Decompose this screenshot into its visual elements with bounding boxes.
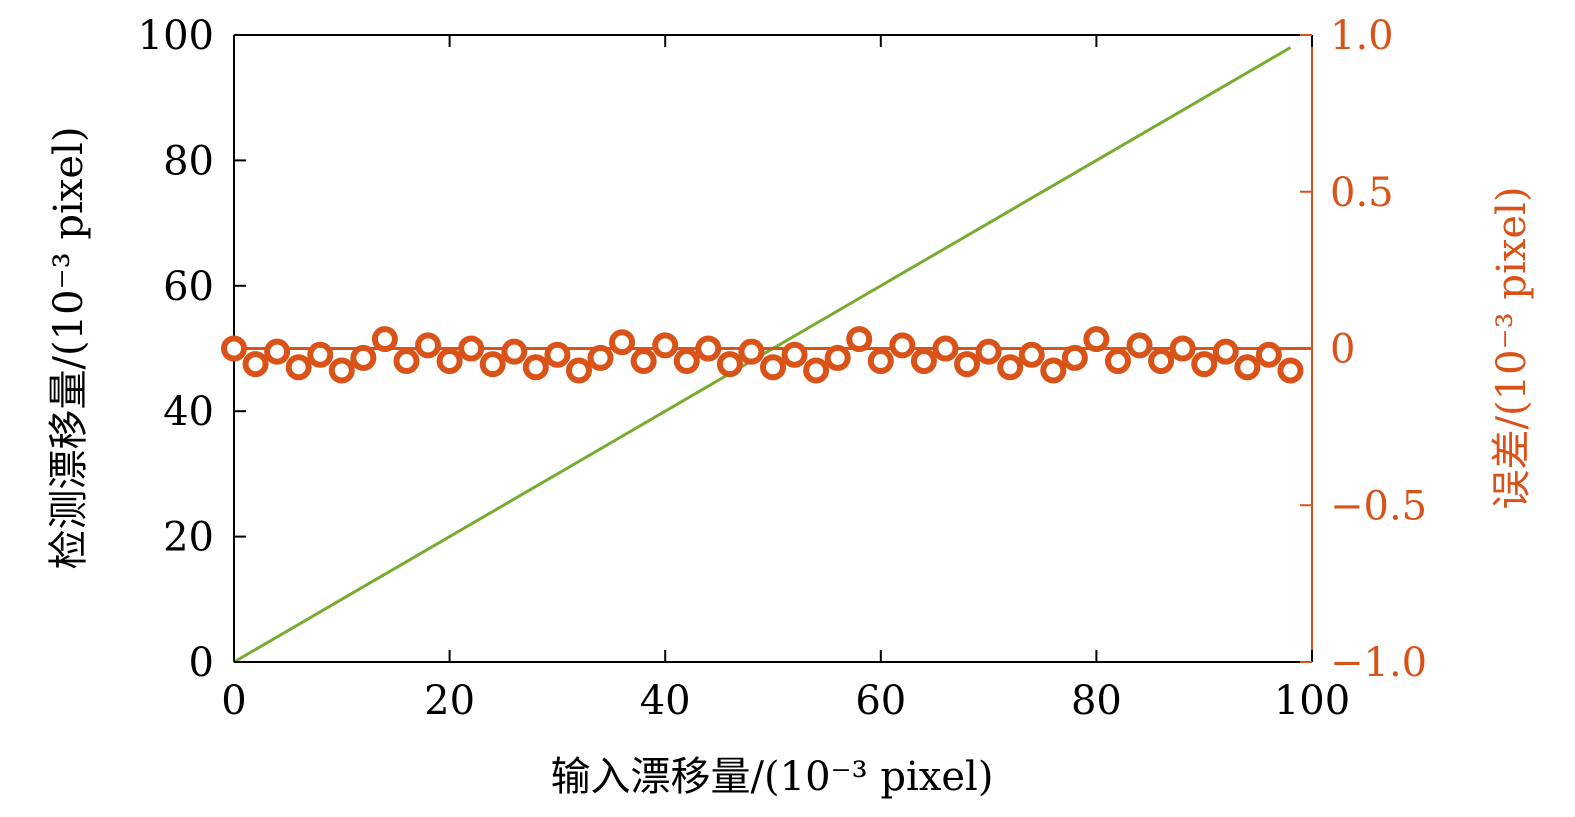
error-marker xyxy=(910,348,937,375)
error-marker xyxy=(609,329,636,356)
error-marker xyxy=(285,354,312,381)
y-right-tick-label: −0.5 xyxy=(1330,483,1427,529)
error-marker xyxy=(652,332,679,359)
error-marker xyxy=(1191,351,1218,378)
y-left-tick-label: 80 xyxy=(163,138,214,184)
error-marker xyxy=(350,344,377,371)
error-marker xyxy=(997,354,1024,381)
error-marker xyxy=(673,348,700,375)
x-tick-label: 80 xyxy=(1071,678,1122,724)
error-marker xyxy=(1018,341,1045,368)
error-marker xyxy=(1040,357,1067,384)
error-marker xyxy=(738,338,765,365)
y-right-tick-label: 0.5 xyxy=(1330,170,1394,216)
error-marker xyxy=(695,335,722,362)
error-marker xyxy=(824,344,851,371)
x-axis-title: 输入漂移量/(10⁻³ pixel) xyxy=(551,754,994,800)
y-right-tick-label: 0 xyxy=(1330,327,1355,373)
y-left-tick-label: 60 xyxy=(163,264,214,310)
x-tick-label: 20 xyxy=(424,678,475,724)
x-tick-label: 60 xyxy=(855,678,906,724)
error-marker xyxy=(1212,338,1239,365)
series-layer xyxy=(221,46,1312,664)
error-marker xyxy=(307,341,334,368)
y-left-tick-label: 40 xyxy=(163,389,214,435)
error-marker xyxy=(1277,357,1304,384)
error-marker xyxy=(565,357,592,384)
error-marker xyxy=(458,335,485,362)
y-axis-left-title: 检测漂移量/(10⁻³ pixel) xyxy=(46,127,92,570)
error-marker xyxy=(221,335,247,362)
error-marker xyxy=(264,338,291,365)
error-marker xyxy=(479,351,506,378)
y-left-tick-label: 0 xyxy=(189,640,214,686)
error-marker xyxy=(781,341,808,368)
x-tick-label: 0 xyxy=(221,678,246,724)
error-marker xyxy=(954,351,981,378)
error-marker xyxy=(1104,348,1131,375)
y-left-tick-label: 100 xyxy=(138,13,214,59)
error-marker xyxy=(522,354,549,381)
error-marker xyxy=(867,348,894,375)
error-marker xyxy=(1169,335,1196,362)
error-marker xyxy=(630,348,657,375)
x-tick-label: 100 xyxy=(1274,678,1350,724)
error-marker xyxy=(716,351,743,378)
y-right-tick-label: −1.0 xyxy=(1330,640,1427,686)
error-marker xyxy=(760,354,786,381)
error-marker xyxy=(846,326,873,353)
y-axis-right-title: 误差/(10⁻³ pixel) xyxy=(1489,187,1535,510)
error-marker xyxy=(1126,332,1153,359)
error-marker xyxy=(1061,344,1088,371)
y-axis-right: −1.0 −0.5 0 0.5 1.0 xyxy=(1300,13,1427,686)
y-right-tick-label: 1.0 xyxy=(1330,13,1394,59)
x-axis: 0 20 40 60 80 100 xyxy=(221,35,1350,724)
error-marker xyxy=(803,357,830,384)
error-marker xyxy=(587,344,614,371)
error-marker xyxy=(544,341,571,368)
error-marker xyxy=(975,338,1002,365)
error-marker xyxy=(436,348,463,375)
error-marker xyxy=(1083,326,1110,353)
error-marker xyxy=(242,351,269,378)
error-marker xyxy=(1234,354,1261,381)
error-marker xyxy=(501,338,528,365)
error-marker xyxy=(371,326,398,353)
error-marker xyxy=(932,335,959,362)
error-marker xyxy=(1255,341,1282,368)
error-marker xyxy=(1148,348,1175,375)
y-axis-left: 0 20 40 60 80 100 xyxy=(138,13,246,686)
error-marker xyxy=(415,332,442,359)
error-marker xyxy=(889,332,916,359)
y-left-tick-label: 20 xyxy=(163,515,214,561)
error-marker xyxy=(393,348,420,375)
x-tick-label: 40 xyxy=(640,678,691,724)
error-marker xyxy=(328,357,355,384)
